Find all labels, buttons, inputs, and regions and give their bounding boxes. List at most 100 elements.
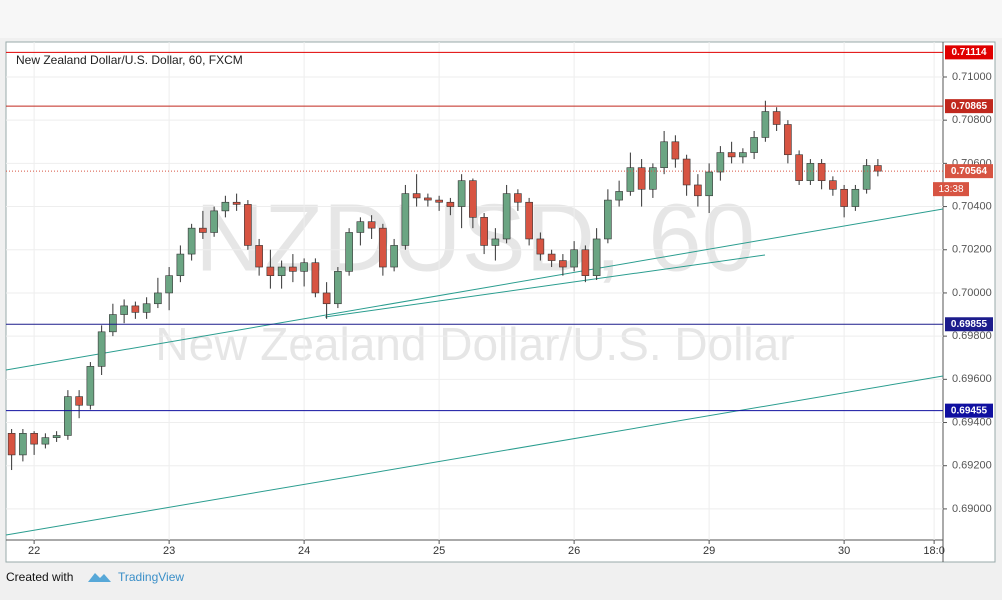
- candle-body: [19, 433, 27, 456]
- candle-body: [570, 249, 578, 268]
- candle-body: [390, 245, 398, 268]
- candle-body: [277, 266, 286, 276]
- candle-body: [266, 266, 275, 276]
- candle-body: [851, 188, 860, 207]
- y-tick-label: 0.69800: [952, 330, 992, 342]
- candle-body: [435, 199, 443, 203]
- candle-body: [772, 111, 781, 125]
- candle-body: [379, 227, 387, 268]
- candle-body: [210, 210, 218, 233]
- candle-body: [784, 124, 792, 156]
- candle-body: [232, 201, 241, 205]
- candle-body: [581, 249, 590, 276]
- candle-body: [525, 201, 533, 240]
- candle-body: [401, 193, 410, 246]
- footer-text: Created with: [6, 570, 73, 584]
- level-label: 0.70865: [951, 101, 988, 112]
- candle-body: [356, 221, 365, 233]
- y-tick-label: 0.69000: [952, 503, 992, 515]
- candle-body: [75, 396, 83, 406]
- x-tick-label: 30: [838, 545, 850, 557]
- candle-body: [615, 191, 623, 201]
- candle-body: [176, 253, 185, 276]
- last-price-box: [945, 164, 993, 179]
- candle-body: [806, 163, 815, 181]
- level-label-box: [945, 99, 993, 114]
- brand-link[interactable]: TradingView: [118, 570, 184, 584]
- brand-logo: [88, 573, 111, 582]
- candle-body: [671, 141, 680, 160]
- candle-body: [536, 238, 545, 255]
- candle-body: [750, 137, 758, 153]
- candle-body: [311, 262, 320, 294]
- candle-body: [592, 238, 601, 276]
- candle-body: [660, 141, 668, 168]
- candle-body: [761, 111, 770, 138]
- y-tick-label: 0.69400: [952, 416, 992, 428]
- last-price-label: 0.70564: [951, 166, 988, 177]
- candle-body: [165, 275, 173, 294]
- candle-body: [514, 193, 522, 203]
- candle-body: [424, 197, 432, 201]
- trend-line: [324, 254, 766, 318]
- y-tick-label: 0.70400: [952, 200, 992, 212]
- y-tick-label: 0.71000: [952, 71, 992, 83]
- candle-body: [457, 180, 466, 207]
- x-tick-label: 24: [298, 545, 310, 557]
- y-tick-label: 0.69600: [952, 373, 992, 385]
- candle-body: [412, 193, 421, 199]
- candle-body: [64, 396, 72, 436]
- x-tick-label: 26: [568, 545, 580, 557]
- level-label: 0.69455: [951, 405, 988, 416]
- candle-body: [626, 167, 635, 192]
- trend-line: [5, 208, 944, 371]
- candle-body: [86, 366, 95, 406]
- y-tick-label: 0.70800: [952, 114, 992, 126]
- candle-body: [491, 238, 500, 246]
- candle-body: [322, 292, 331, 305]
- candle-body: [187, 227, 196, 255]
- candle-body: [604, 199, 612, 240]
- plot: [6, 51, 943, 471]
- level-label-box: [945, 403, 993, 418]
- candle-body: [7, 433, 16, 456]
- level-label-box: [945, 317, 993, 332]
- candle-body: [682, 158, 691, 186]
- candle-body: [154, 292, 162, 305]
- candle-body: [142, 303, 151, 313]
- countdown-box: [933, 182, 969, 197]
- candle-body: [255, 245, 263, 268]
- candle-body: [727, 152, 736, 158]
- trend-line: [5, 375, 944, 536]
- candle-body: [52, 435, 61, 438]
- candle-body: [289, 266, 297, 272]
- candle-body: [300, 262, 308, 272]
- x-tick-label: 22: [28, 545, 40, 557]
- level-label: 0.71114: [951, 47, 986, 58]
- candle-body: [649, 167, 657, 190]
- x-tick-label: 23: [163, 545, 175, 557]
- candle-body: [345, 232, 353, 272]
- chart-title: New Zealand Dollar/U.S. Dollar, 60, FXCM: [16, 53, 243, 67]
- candle-body: [840, 188, 848, 207]
- candle-body: [716, 152, 725, 173]
- candle-body: [739, 152, 747, 158]
- candle-body: [41, 437, 50, 445]
- candle-body: [199, 227, 207, 233]
- candle-body: [829, 180, 837, 190]
- x-tick-label: 18:0: [923, 545, 944, 557]
- candle-body: [109, 314, 117, 333]
- candle-body: [97, 331, 106, 367]
- candle-body: [559, 260, 567, 268]
- candle-body: [547, 253, 556, 261]
- y-tick-label: 0.70000: [952, 287, 992, 299]
- level-label: 0.69855: [951, 319, 988, 330]
- chart-panel: [5, 41, 996, 563]
- x-tick-label: 25: [433, 545, 445, 557]
- candle-body: [874, 165, 882, 172]
- candle-body: [120, 305, 128, 315]
- level-label-box: [945, 45, 993, 60]
- watermark-subtitle: New Zealand Dollar/U.S. Dollar: [155, 318, 794, 370]
- candle-body: [131, 305, 140, 313]
